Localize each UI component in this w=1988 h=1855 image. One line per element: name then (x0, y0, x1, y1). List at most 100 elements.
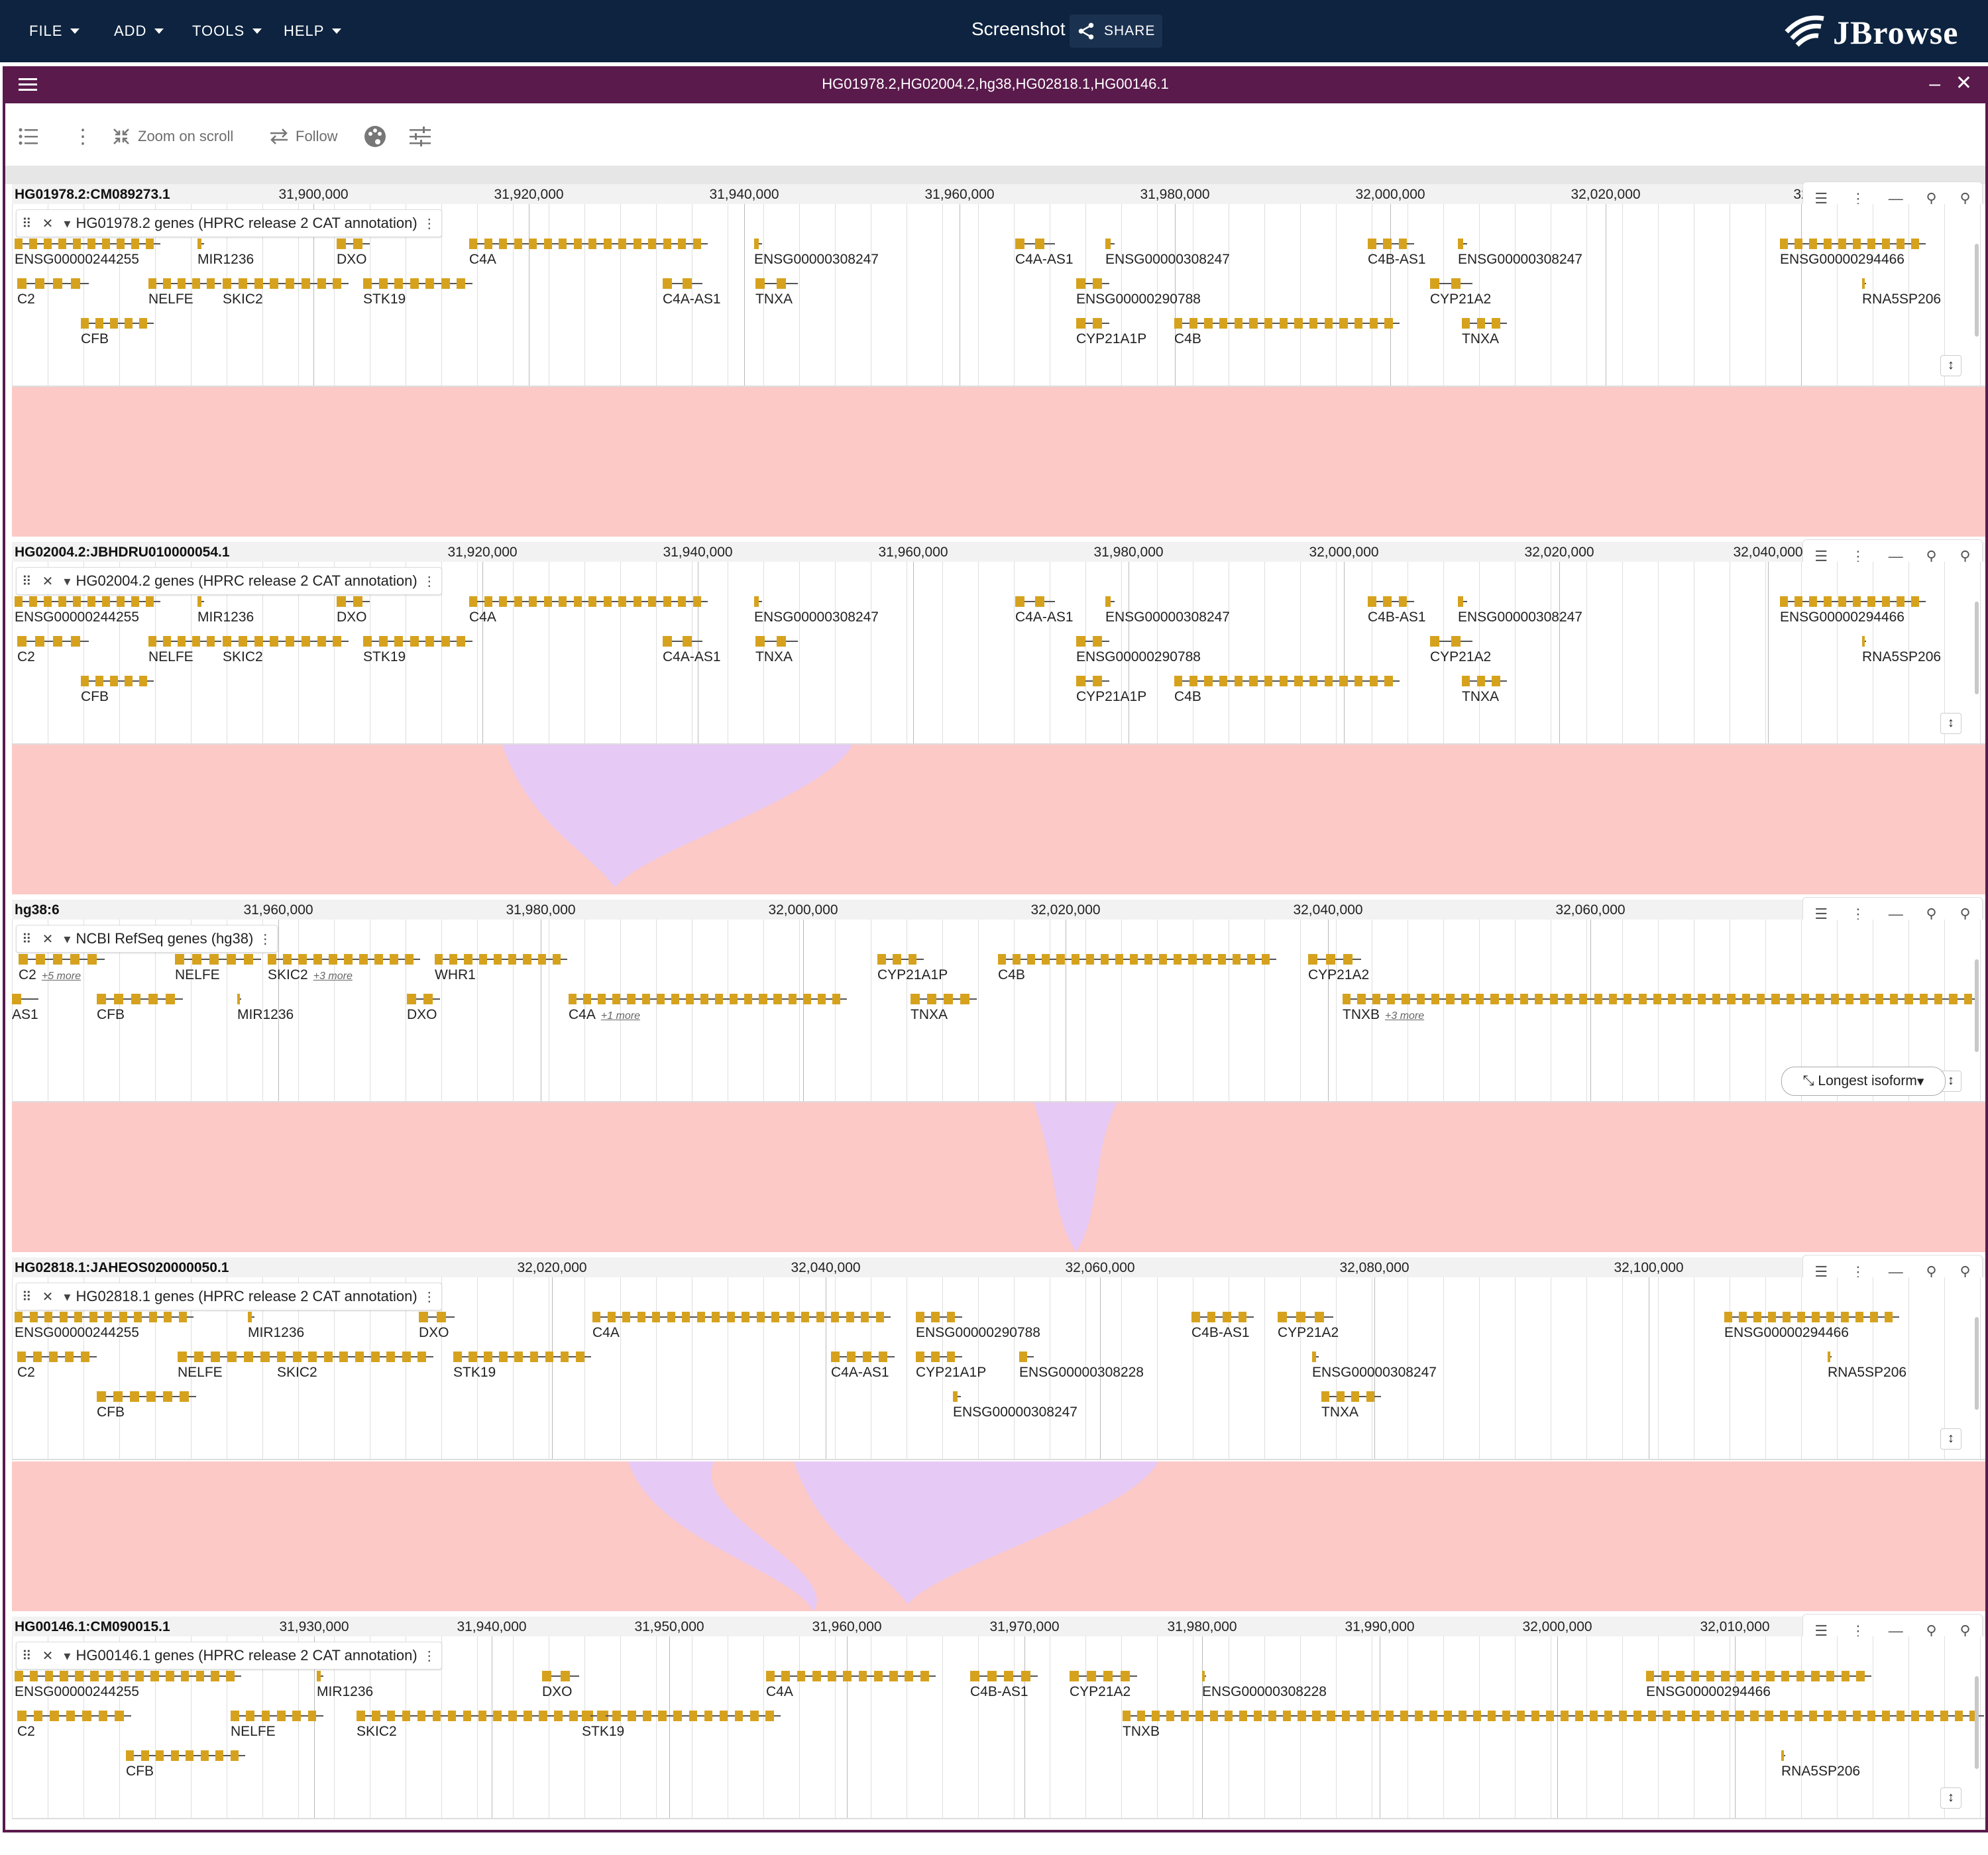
more-vert-icon[interactable]: ⋮ (1850, 1622, 1865, 1639)
gene-feature[interactable] (831, 1352, 895, 1362)
chevron-down-icon[interactable]: ▾ (64, 931, 71, 947)
synteny-link[interactable] (628, 1461, 817, 1611)
gene-feature[interactable] (1780, 596, 1926, 607)
gene-feature[interactable] (1174, 318, 1400, 329)
gene-feature[interactable] (1076, 318, 1109, 329)
resize-height-icon[interactable]: ↕ (1940, 713, 1961, 734)
more-vert-icon[interactable]: ⋮ (1850, 548, 1865, 564)
assembly-name[interactable]: HG01978.2:CM089273.1 (15, 187, 170, 202)
gene-feature[interactable] (1862, 636, 1866, 647)
gene-feature[interactable] (363, 278, 472, 289)
synteny-link[interactable] (1034, 1102, 1117, 1252)
close-track-icon[interactable]: ✕ (42, 1289, 54, 1304)
gene-feature[interactable] (1076, 636, 1109, 647)
gene-feature[interactable] (12, 994, 38, 1004)
zoom-out-minus-icon[interactable]: — (1888, 190, 1903, 207)
resize-height-icon[interactable]: ↕ (1940, 355, 1961, 376)
gene-feature[interactable] (469, 596, 708, 607)
gene-feature[interactable] (277, 1352, 433, 1362)
gene-feature[interactable] (407, 994, 440, 1004)
gene-feature[interactable] (1278, 1312, 1333, 1322)
tune-icon[interactable] (410, 123, 437, 150)
gene-feature[interactable] (1019, 1352, 1034, 1362)
more-isoforms-link[interactable]: +1 more (600, 1010, 640, 1022)
track-menu-icon[interactable]: ⋮ (422, 574, 436, 589)
gene-feature[interactable] (15, 1312, 193, 1322)
gene-feature[interactable] (1828, 1352, 1832, 1362)
gene-feature[interactable] (237, 994, 241, 1004)
session-title[interactable]: Screenshot (971, 19, 1066, 39)
gene-feature[interactable] (223, 636, 349, 647)
gene-feature[interactable] (592, 1312, 891, 1322)
vertical-scrollbar[interactable] (1975, 1317, 1979, 1410)
zoom-on-scroll-toggle[interactable]: Zoom on scroll (111, 123, 233, 150)
share-button[interactable]: SHARE (1070, 15, 1162, 48)
gene-feature[interactable] (754, 596, 762, 607)
zoom-out-icon[interactable]: ⚲ (1926, 548, 1937, 564)
gene-feature[interactable] (1015, 238, 1055, 249)
vertical-scrollbar[interactable] (1975, 1676, 1979, 1769)
gene-feature[interactable] (17, 1711, 131, 1721)
gene-feature[interactable] (1123, 1711, 1984, 1721)
synteny-link[interactable] (794, 1461, 1158, 1605)
palette-icon[interactable] (363, 123, 394, 150)
gene-feature[interactable] (148, 636, 221, 647)
gene-feature[interactable] (231, 1711, 323, 1721)
gene-feature[interactable] (1430, 278, 1472, 289)
gene-feature[interactable] (1458, 238, 1467, 249)
track-list-icon[interactable]: ☰ (1814, 1263, 1828, 1280)
gene-feature[interactable] (1312, 1352, 1319, 1362)
gene-feature[interactable] (916, 1312, 962, 1322)
gene-feature[interactable] (1174, 676, 1400, 686)
gene-feature[interactable] (1724, 1312, 1899, 1322)
chevron-down-icon[interactable]: ▾ (64, 216, 71, 231)
track-list-icon[interactable]: ☰ (1814, 548, 1828, 564)
gene-feature[interactable] (15, 596, 160, 607)
zoom-in-icon[interactable]: ⚲ (1960, 1622, 1971, 1639)
drag-handle-icon[interactable]: ⠿ (22, 931, 32, 947)
gene-feature[interactable] (81, 676, 154, 686)
gene-feature[interactable] (1308, 954, 1361, 965)
gene-feature[interactable] (1076, 676, 1109, 686)
gene-feature[interactable] (663, 278, 702, 289)
chevron-down-icon[interactable]: ▾ (64, 1289, 71, 1304)
gene-feature[interactable] (1430, 636, 1472, 647)
assembly-name[interactable]: HG02818.1:JAHEOS020000050.1 (15, 1260, 229, 1275)
gene-feature[interactable] (582, 1711, 781, 1721)
gene-feature[interactable] (126, 1750, 245, 1761)
gene-feature[interactable] (419, 1312, 455, 1322)
follow-toggle[interactable]: Follow (269, 123, 338, 150)
minimize-icon[interactable]: – (1929, 73, 1940, 95)
gene-feature[interactable] (663, 636, 702, 647)
gene-feature[interactable] (435, 954, 567, 965)
zoom-out-icon[interactable]: ⚲ (1926, 1263, 1937, 1280)
gene-feature[interactable] (953, 1391, 961, 1402)
gene-feature[interactable] (1646, 1671, 1871, 1681)
zoom-out-minus-icon[interactable]: — (1888, 906, 1903, 922)
gene-feature[interactable] (1462, 676, 1507, 686)
track-menu-icon[interactable]: ⋮ (422, 1648, 436, 1664)
more-vert-icon[interactable]: ⋮ (73, 125, 93, 148)
track-menu-icon[interactable]: ⋮ (422, 1289, 436, 1304)
view-title[interactable]: HG01978.2,HG02004.2,hg38,HG02818.1,HG001… (822, 76, 1169, 92)
more-vert-icon[interactable]: ⋮ (1850, 190, 1865, 207)
gene-feature[interactable] (1343, 994, 1979, 1004)
close-track-icon[interactable]: ✕ (42, 1648, 54, 1664)
drag-handle-icon[interactable]: ⠿ (22, 574, 32, 589)
gene-feature[interactable] (17, 636, 89, 647)
menu-file[interactable]: FILE (29, 20, 80, 42)
gene-feature[interactable] (97, 994, 183, 1004)
more-vert-icon[interactable]: ⋮ (1850, 906, 1865, 922)
gene-feature[interactable] (569, 994, 847, 1004)
assembly-name[interactable]: hg38:6 (15, 902, 60, 918)
isoform-select[interactable]: ⤡ Longest isoform ▾ (1781, 1067, 1946, 1096)
gene-feature[interactable] (1781, 1750, 1785, 1761)
menu-tools[interactable]: TOOLS (192, 20, 262, 42)
gene-feature[interactable] (755, 636, 798, 647)
gene-feature[interactable] (15, 238, 160, 249)
gene-feature[interactable] (754, 238, 762, 249)
gene-feature[interactable] (1321, 1391, 1381, 1402)
track-menu-icon[interactable]: ⋮ (258, 931, 272, 947)
vertical-scrollbar[interactable] (1975, 959, 1979, 1052)
gene-feature[interactable] (175, 954, 261, 965)
